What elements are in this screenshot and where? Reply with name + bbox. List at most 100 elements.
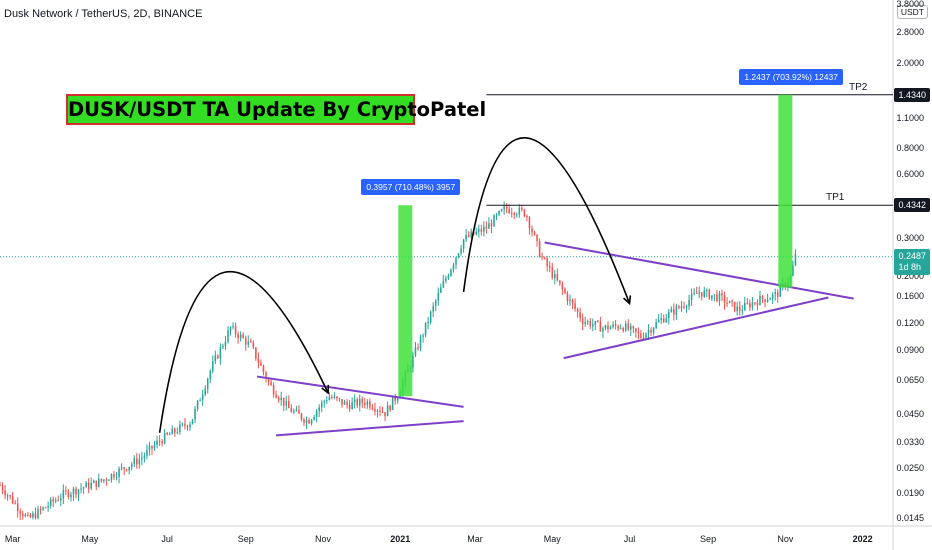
candle-body bbox=[417, 347, 419, 349]
candle-body bbox=[305, 419, 308, 423]
candle-body bbox=[536, 234, 538, 242]
candle-body bbox=[130, 464, 133, 467]
trendline-1[interactable] bbox=[256, 375, 464, 408]
candle-body bbox=[771, 294, 774, 299]
candle-body bbox=[414, 347, 417, 356]
candle-body bbox=[422, 335, 424, 337]
trendline-2[interactable] bbox=[276, 420, 464, 437]
candle-body bbox=[711, 295, 713, 299]
candle-body bbox=[255, 347, 257, 359]
candle-body bbox=[371, 407, 374, 410]
candle-body bbox=[85, 482, 87, 488]
candle-body bbox=[161, 441, 163, 444]
candle-body bbox=[731, 300, 733, 302]
candle-body bbox=[189, 424, 191, 428]
candle-body bbox=[569, 299, 571, 301]
x-tick-label: Jul bbox=[161, 534, 173, 544]
candle-body bbox=[288, 401, 290, 409]
candle-body bbox=[665, 318, 668, 323]
candle-body bbox=[518, 207, 521, 215]
candle-body bbox=[779, 285, 782, 297]
candle-body bbox=[597, 321, 599, 323]
candle-body bbox=[361, 398, 364, 403]
candle-body bbox=[237, 333, 239, 339]
projection-bar-1[interactable] bbox=[398, 205, 413, 397]
candle-body bbox=[224, 341, 227, 346]
candle-body bbox=[87, 482, 90, 489]
candle-body bbox=[199, 400, 201, 402]
candle-body bbox=[32, 513, 34, 518]
candle-body bbox=[728, 300, 731, 304]
candle-body bbox=[467, 235, 470, 237]
candle-body bbox=[52, 499, 54, 502]
candle-body bbox=[298, 409, 300, 414]
candle-body bbox=[756, 302, 759, 306]
candle-body bbox=[776, 292, 779, 297]
candle-body bbox=[561, 283, 564, 290]
candle-body bbox=[22, 513, 24, 517]
candle-body bbox=[351, 402, 353, 410]
trendline-3[interactable] bbox=[544, 241, 854, 300]
candle-body bbox=[528, 217, 531, 229]
candle-body bbox=[328, 397, 331, 401]
candle-body bbox=[125, 469, 128, 471]
trendline-4[interactable] bbox=[563, 296, 829, 360]
candle-body bbox=[186, 425, 189, 428]
candle-body bbox=[49, 499, 52, 506]
candle-body bbox=[369, 401, 371, 408]
candle-body bbox=[721, 293, 723, 296]
candle-body bbox=[151, 445, 153, 449]
arc-1[interactable] bbox=[158, 270, 329, 433]
candle-body bbox=[706, 289, 708, 291]
candle-body bbox=[331, 397, 333, 399]
candle-body bbox=[548, 266, 551, 268]
candle-body bbox=[723, 295, 726, 304]
candle-body bbox=[166, 433, 168, 435]
candle-body bbox=[181, 423, 184, 425]
candle-body bbox=[217, 355, 219, 359]
candle-body bbox=[495, 214, 498, 216]
arc-2[interactable] bbox=[462, 137, 631, 304]
projection-bar-2[interactable] bbox=[778, 94, 793, 288]
candle-body bbox=[65, 490, 67, 492]
x-tick-label: Mar bbox=[467, 534, 483, 544]
candle-body bbox=[285, 401, 288, 406]
candle-body bbox=[313, 416, 315, 420]
candle-body bbox=[559, 280, 561, 284]
candle-body bbox=[366, 401, 369, 405]
symbol-header: Dusk Network / TetherUS, 2D, BINANCE bbox=[4, 8, 203, 20]
candle-body bbox=[138, 459, 141, 465]
x-tick-label: Mar bbox=[4, 534, 21, 544]
candle-body bbox=[749, 303, 751, 308]
candle-body bbox=[196, 400, 199, 409]
x-tick-label: Nov bbox=[314, 534, 332, 544]
candle-body bbox=[554, 274, 556, 278]
candle-body bbox=[521, 207, 523, 210]
candle-body bbox=[303, 419, 305, 423]
candle-body bbox=[488, 223, 490, 229]
candle-body bbox=[751, 302, 754, 308]
candle-body bbox=[219, 347, 222, 359]
candle-body bbox=[642, 337, 645, 339]
candle-body bbox=[432, 305, 434, 312]
candle-body bbox=[133, 458, 136, 465]
candle-body bbox=[427, 322, 429, 324]
candle-body bbox=[70, 494, 72, 498]
y-tick-label: 0.0900 bbox=[896, 344, 924, 355]
candle-body bbox=[617, 326, 619, 329]
candle-body bbox=[136, 458, 138, 465]
candle-body bbox=[191, 419, 194, 425]
candle-body bbox=[277, 397, 280, 401]
candle-body bbox=[574, 303, 576, 309]
candle-body bbox=[75, 488, 77, 495]
candle-body bbox=[19, 511, 22, 514]
candle-body bbox=[543, 257, 546, 259]
candle-body bbox=[746, 302, 749, 304]
y-tick-label: 0.3000 bbox=[896, 233, 924, 244]
candle-body bbox=[538, 241, 541, 257]
currency-button[interactable]: USDT bbox=[896, 5, 928, 19]
candle-body bbox=[450, 269, 452, 276]
candle-body bbox=[571, 299, 574, 304]
candle-body bbox=[212, 361, 214, 371]
